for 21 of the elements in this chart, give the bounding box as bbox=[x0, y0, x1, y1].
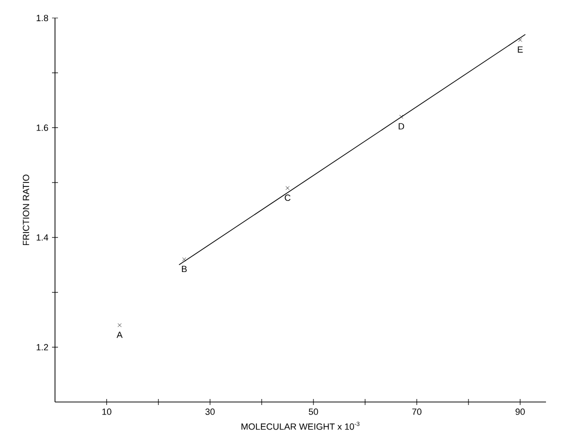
annotation: B bbox=[182, 266, 187, 272]
x-tick-label: 30 bbox=[205, 408, 215, 415]
y-axis-title: FRICTION RATIO bbox=[22, 174, 30, 246]
x-tick-label: 70 bbox=[412, 408, 422, 415]
point bbox=[182, 257, 186, 262]
point bbox=[518, 38, 522, 42]
y-tick-label: 1.2 bbox=[36, 344, 48, 350]
point bbox=[286, 186, 290, 190]
x-tick-label: 10 bbox=[102, 408, 112, 415]
annotation: D bbox=[398, 123, 404, 130]
annotation: C bbox=[284, 194, 290, 201]
x-tick-label: 90 bbox=[516, 408, 525, 415]
point bbox=[118, 323, 122, 328]
annotation: E bbox=[518, 46, 523, 53]
x-axis-title: MOLECULAR WEIGHT x 10$^{-3}$ bbox=[242, 422, 360, 430]
y-tick-label: 1.4 bbox=[36, 234, 48, 241]
y-tick-label: 1.8 bbox=[36, 14, 48, 22]
annotation: A bbox=[116, 332, 123, 338]
y-tick-label: 1.6 bbox=[36, 124, 48, 131]
point bbox=[399, 114, 404, 119]
x-tick-label: 50 bbox=[308, 408, 318, 415]
